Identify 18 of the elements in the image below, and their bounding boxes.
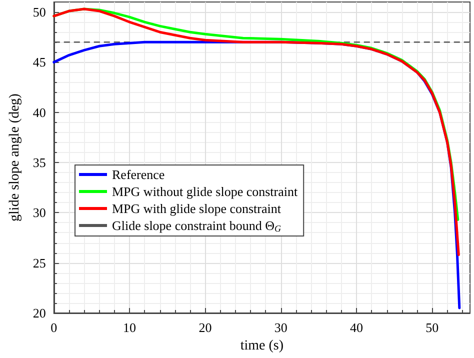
y-tick-label: 25 <box>32 255 46 270</box>
y-axis-title: glide slope angle (deg) <box>8 93 22 222</box>
x-tick-label: 20 <box>198 320 212 335</box>
x-tick-label: 40 <box>350 320 364 335</box>
y-tick-label: 45 <box>32 54 46 70</box>
legend-label: MPG with glide slope constraint <box>112 201 282 216</box>
y-tick-label: 30 <box>32 205 46 220</box>
x-tick-label: 50 <box>426 320 439 335</box>
legend-label: MPG without glide slope constraint <box>112 184 298 199</box>
x-axis-title: time (s) <box>240 338 284 354</box>
x-tick-label: 0 <box>50 320 58 335</box>
y-tick-label: 35 <box>32 155 46 170</box>
y-tick-label: 50 <box>32 4 46 20</box>
x-tick-label: 10 <box>123 320 136 335</box>
legend-label: Reference <box>112 167 165 182</box>
x-tick-label: 30 <box>274 320 288 335</box>
y-tick-label: 40 <box>32 104 46 120</box>
y-tick-label: 20 <box>32 306 46 320</box>
